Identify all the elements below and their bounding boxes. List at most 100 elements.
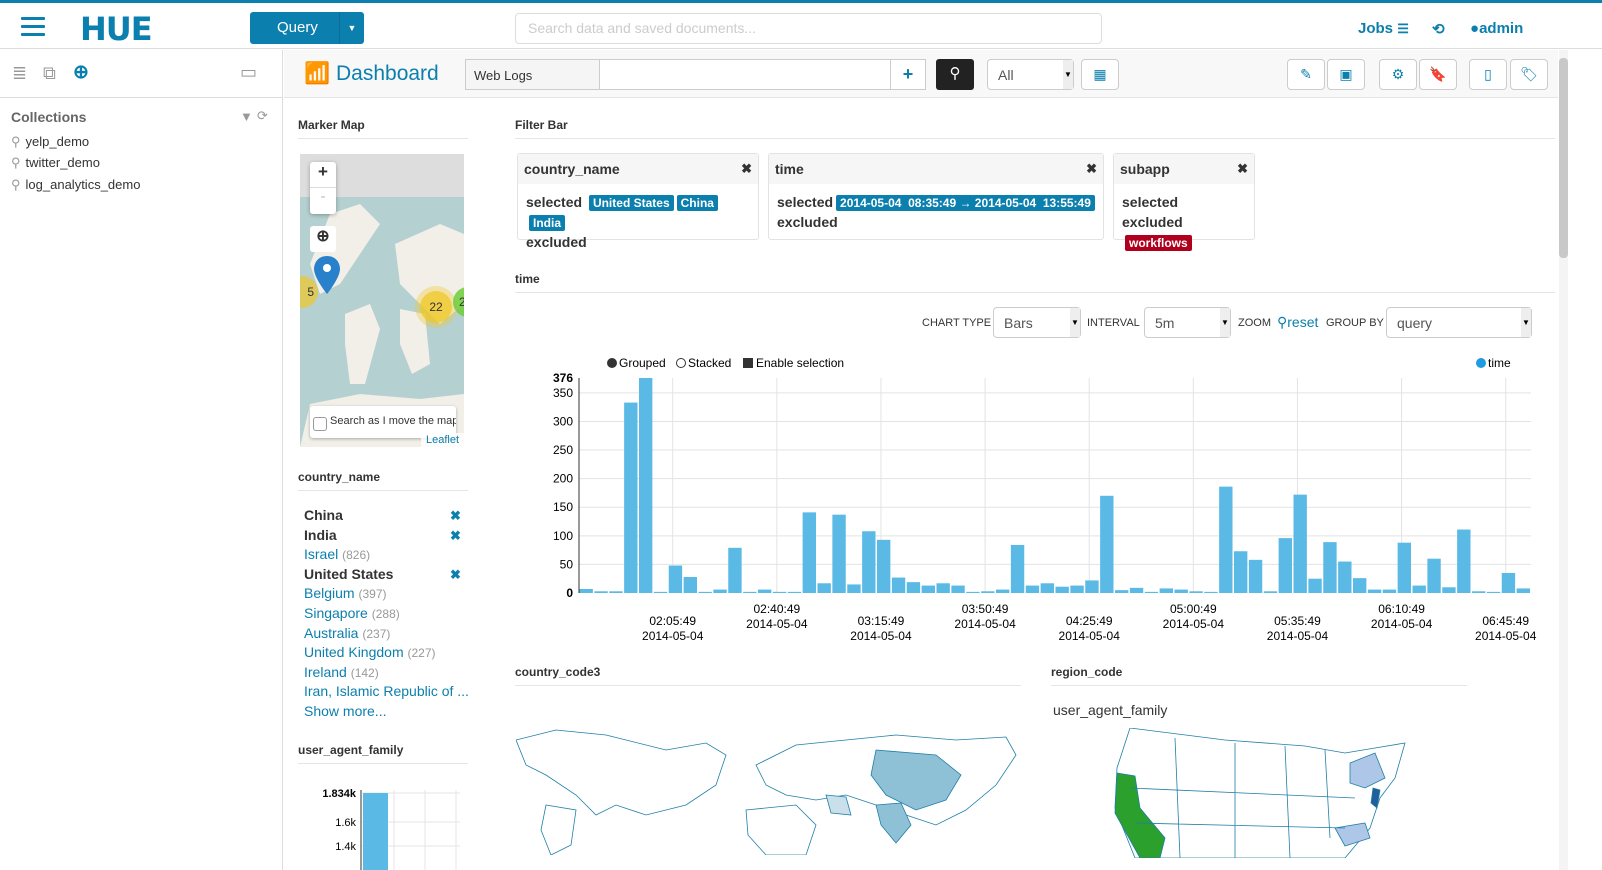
search-as-move-checkbox[interactable]: [313, 417, 327, 431]
history-icon[interactable]: ⟲: [1432, 21, 1445, 38]
facet-item[interactable]: India: [304, 527, 337, 543]
calendar-button[interactable]: ▦: [1081, 59, 1119, 90]
bar[interactable]: [624, 402, 638, 593]
query-button[interactable]: Query ▼: [250, 12, 364, 44]
bar[interactable]: [639, 378, 653, 593]
show-more-link[interactable]: Show more...: [304, 703, 387, 719]
jobs-link[interactable]: Jobs ☰: [1358, 20, 1409, 37]
filter-tag[interactable]: China: [676, 195, 718, 211]
hue-logo[interactable]: HUE: [80, 10, 153, 48]
bar[interactable]: [1367, 589, 1382, 593]
filter-icon[interactable]: ▼: [240, 109, 253, 124]
collection-item[interactable]: ⚲ yelp_demo: [11, 134, 89, 150]
stacked-radio[interactable]: [676, 358, 686, 368]
bar[interactable]: [1129, 587, 1144, 593]
collection-item[interactable]: ⚲ log_analytics_demo: [11, 177, 140, 193]
query-input[interactable]: [599, 59, 891, 90]
bar[interactable]: [1427, 558, 1441, 593]
bar[interactable]: [1248, 559, 1263, 593]
interval-select[interactable]: 5m ▼: [1144, 307, 1231, 338]
bar[interactable]: [891, 577, 906, 593]
bar[interactable]: [1070, 585, 1084, 593]
bar[interactable]: [1219, 486, 1233, 593]
facet-item[interactable]: China: [304, 507, 343, 523]
bar[interactable]: [1159, 588, 1173, 593]
bar[interactable]: [1308, 578, 1322, 593]
close-icon[interactable]: ✖: [1237, 161, 1248, 176]
tags-button[interactable]: 🏷: [1510, 59, 1548, 90]
bar[interactable]: [787, 591, 802, 593]
remove-facet-icon[interactable]: ✖: [450, 566, 461, 582]
refresh-icon[interactable]: ⟳: [257, 108, 268, 123]
bar[interactable]: [579, 588, 593, 593]
bar[interactable]: [1486, 591, 1501, 593]
caret-down-icon[interactable]: ▼: [339, 12, 364, 44]
zoom-in-button[interactable]: +: [310, 162, 336, 188]
bar[interactable]: [1085, 580, 1099, 593]
bar[interactable]: [698, 591, 712, 593]
bar[interactable]: [1263, 591, 1278, 593]
marker-map[interactable]: + - ⊕ 5 22 2 Search as I move the map Le…: [300, 154, 464, 447]
close-icon[interactable]: ✖: [1086, 161, 1097, 176]
bar[interactable]: [1174, 589, 1188, 593]
hamburger-menu-icon[interactable]: [21, 17, 45, 37]
search-as-move-control[interactable]: Search as I move the map: [310, 406, 456, 438]
search-zoom-icon[interactable]: ⊕: [73, 62, 89, 83]
bar[interactable]: [1010, 544, 1025, 593]
bar[interactable]: [1501, 572, 1516, 593]
bar[interactable]: [832, 514, 846, 593]
bar[interactable]: [758, 589, 772, 593]
leaflet-attribution[interactable]: Leaflet: [420, 433, 464, 447]
bar[interactable]: [951, 585, 965, 593]
marker-cluster[interactable]: 5: [300, 276, 318, 308]
user-menu[interactable]: ●admin: [1470, 20, 1523, 37]
documents-icon[interactable]: ⧉: [43, 63, 56, 83]
legend-label[interactable]: time: [1488, 356, 1511, 370]
bar[interactable]: [1144, 591, 1159, 593]
scrollbar[interactable]: [1559, 50, 1568, 870]
bar[interactable]: [1442, 587, 1456, 593]
facet-item[interactable]: Australia (237): [304, 625, 390, 641]
bar[interactable]: [1412, 585, 1426, 593]
bar[interactable]: [1204, 591, 1218, 593]
enable-selection-checkbox[interactable]: [743, 358, 753, 368]
filter-tag[interactable]: India: [529, 215, 566, 231]
bar[interactable]: [1100, 495, 1114, 593]
group-by-select[interactable]: query ▼: [1386, 307, 1532, 338]
new-document-button[interactable]: ▯: [1469, 59, 1507, 90]
bar[interactable]: [936, 583, 950, 593]
bar[interactable]: [728, 547, 742, 593]
bar[interactable]: [713, 589, 727, 593]
bar[interactable]: [1115, 590, 1129, 593]
collection-item[interactable]: ⚲ twitter_demo: [11, 155, 100, 171]
facet-item[interactable]: Singapore (288): [304, 605, 400, 621]
bar[interactable]: [1189, 591, 1203, 593]
bar[interactable]: [594, 591, 608, 593]
bar[interactable]: [862, 531, 876, 593]
bar[interactable]: [817, 583, 831, 593]
us-choropleth-map[interactable]: [1105, 728, 1410, 858]
stacked-label[interactable]: Stacked: [688, 356, 731, 370]
bar[interactable]: [1025, 585, 1040, 593]
scrollbar-thumb[interactable]: [1559, 58, 1568, 258]
bar[interactable]: [877, 539, 891, 593]
enable-selection-label[interactable]: Enable selection: [756, 356, 844, 370]
bar[interactable]: [1293, 494, 1307, 593]
bar[interactable]: [847, 584, 861, 593]
bar[interactable]: [1457, 529, 1471, 593]
legend-swatch[interactable]: [1476, 358, 1486, 368]
marker-cluster[interactable]: 22: [420, 291, 452, 323]
zoom-to-fit-icon[interactable]: ⊕: [310, 226, 336, 252]
bar[interactable]: [1382, 589, 1397, 593]
settings-button[interactable]: ⚙: [1379, 59, 1417, 90]
search-input[interactable]: Search data and saved documents...: [515, 13, 1102, 44]
search-button[interactable]: ⚲: [936, 59, 974, 90]
world-choropleth-map[interactable]: [516, 715, 1018, 855]
grouped-label[interactable]: Grouped: [619, 356, 666, 370]
bar[interactable]: [921, 585, 935, 593]
bar[interactable]: [653, 591, 668, 593]
add-query-button[interactable]: +: [890, 59, 926, 90]
bar[interactable]: [802, 512, 816, 593]
bar[interactable]: [1472, 591, 1486, 593]
bar[interactable]: [1338, 561, 1352, 593]
